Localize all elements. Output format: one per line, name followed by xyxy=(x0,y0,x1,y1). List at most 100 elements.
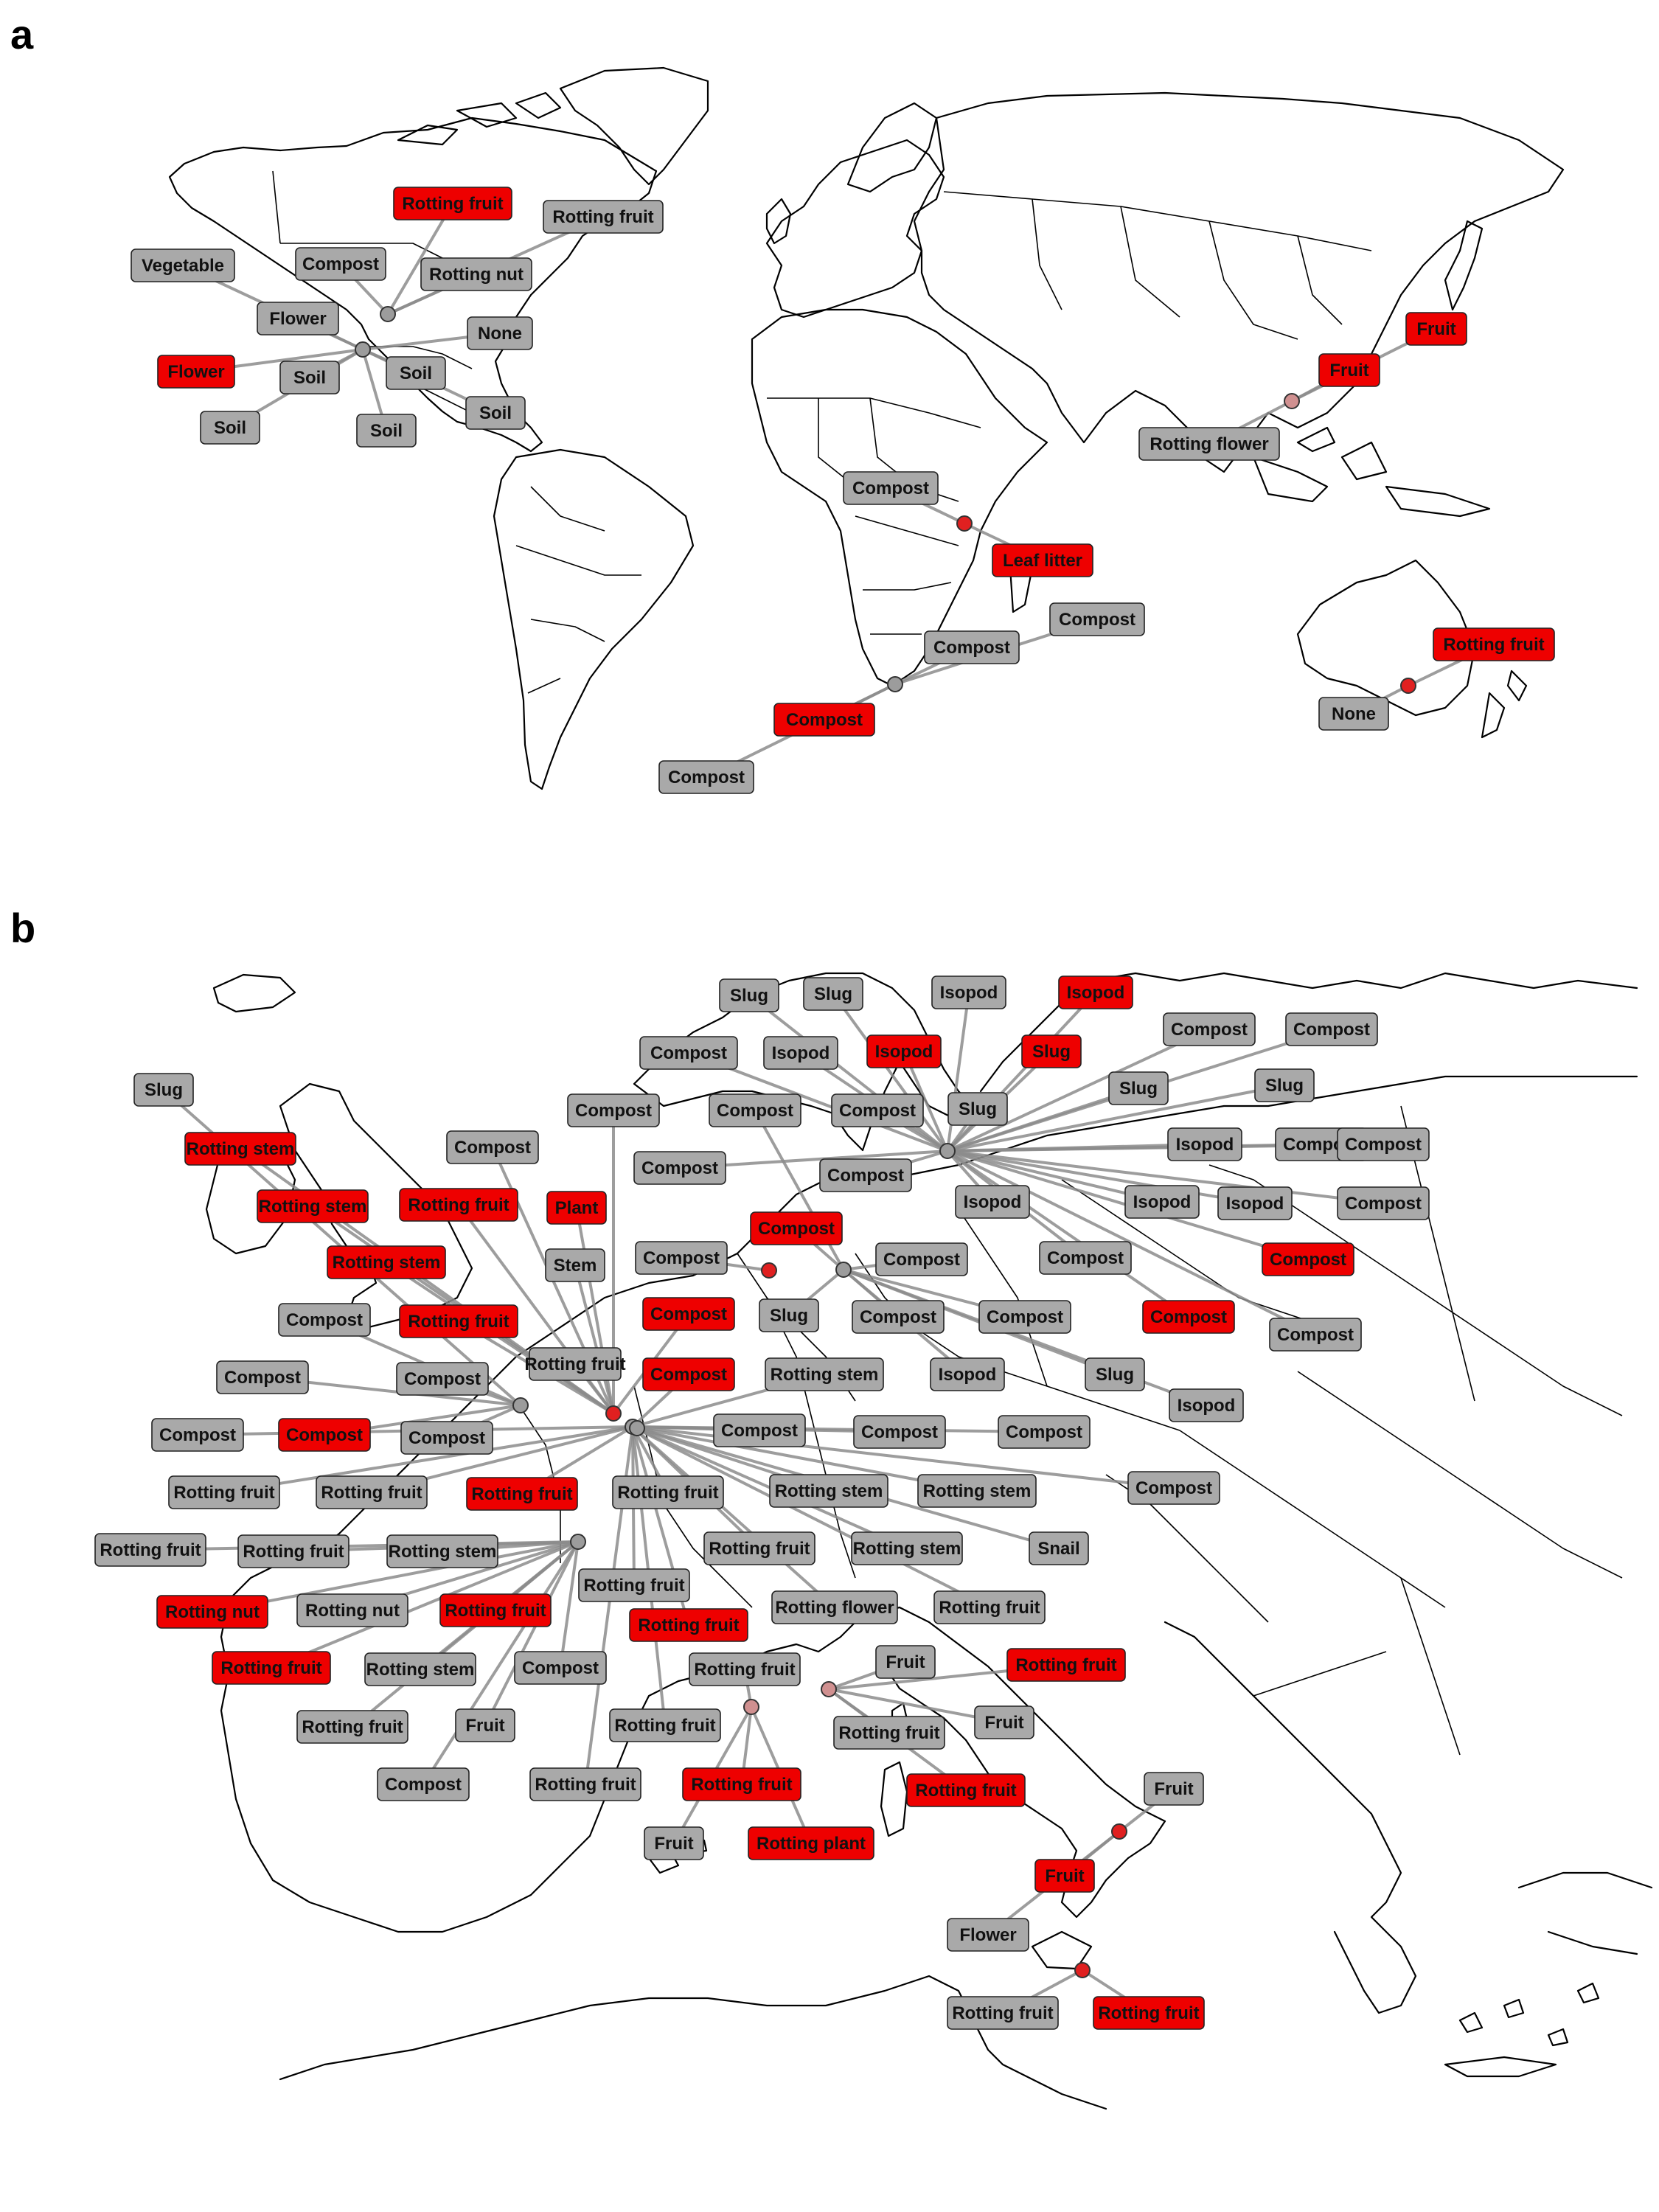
label-text: Rotting fruit xyxy=(838,1723,939,1743)
label-box xyxy=(168,1475,280,1509)
site-label: Compost xyxy=(924,630,1020,664)
label-text: Isopod xyxy=(940,983,998,1003)
label-box xyxy=(703,1531,815,1565)
label-box xyxy=(612,1475,724,1509)
site-label: Rotting plant xyxy=(748,1826,874,1860)
label-text: Leaf litter xyxy=(1003,551,1082,571)
panel-a-leaders xyxy=(182,202,1495,779)
label-text: Compost xyxy=(1135,1478,1212,1498)
greenland-outline xyxy=(559,66,709,186)
label-text: Compost xyxy=(454,1138,531,1158)
label-text: Slug xyxy=(959,1099,997,1119)
label-box xyxy=(1167,1127,1242,1161)
sampling-site-point xyxy=(887,676,903,692)
panel-a-letter: a xyxy=(10,11,34,58)
label-text: Rotting fruit xyxy=(583,1576,684,1596)
label-box xyxy=(635,1241,728,1275)
site-label: Rotting fruit xyxy=(212,1651,331,1685)
sampling-site-point xyxy=(821,1681,837,1697)
label-text: Rotting fruit xyxy=(535,1775,636,1795)
label-box xyxy=(1433,627,1555,661)
label-text: Flower xyxy=(167,362,224,382)
site-label: Slug xyxy=(947,1092,1008,1126)
label-box xyxy=(257,302,339,335)
site-label: Compost xyxy=(713,1413,806,1447)
site-label: Compost xyxy=(1163,1012,1256,1046)
label-text: Isopod xyxy=(964,1192,1022,1212)
label-box xyxy=(866,1034,942,1068)
sardinia-outline xyxy=(880,1761,908,1837)
label-text: Fruit xyxy=(1045,1866,1084,1886)
leader-line xyxy=(574,1265,615,1414)
label-text: Compost xyxy=(933,638,1010,658)
label-box xyxy=(1217,1186,1293,1220)
site-label: Isopod xyxy=(763,1036,838,1070)
label-text: Flower xyxy=(959,1925,1016,1945)
site-label: Rotting fruit xyxy=(629,1608,748,1642)
site-label: Compost xyxy=(1262,1242,1354,1276)
site-label: None xyxy=(467,316,533,350)
site-label: Rotting fruit xyxy=(906,1773,1026,1807)
sampling-site-point xyxy=(512,1397,529,1413)
site-label: Compost xyxy=(1337,1127,1430,1161)
label-text: Rotting fruit xyxy=(617,1483,718,1503)
label-box xyxy=(529,1347,622,1381)
label-box xyxy=(1006,1648,1126,1682)
label-text: Compost xyxy=(721,1421,798,1441)
label-box xyxy=(924,630,1020,664)
label-text: Rotting fruit xyxy=(694,1660,795,1680)
site-label: Rotting stem xyxy=(257,1189,369,1223)
label-text: Rotting stem xyxy=(187,1139,295,1159)
label-text: Rotting fruit xyxy=(952,2003,1053,2023)
site-label: Rotting fruit xyxy=(168,1475,280,1509)
site-label: Rotting fruit xyxy=(1433,627,1555,661)
site-label: Compost xyxy=(278,1418,371,1452)
label-box xyxy=(1124,1185,1200,1219)
label-text: Isopod xyxy=(772,1043,830,1063)
label-box xyxy=(931,975,1006,1009)
label-text: Rotting fruit xyxy=(408,1195,509,1215)
label-text: Rotting stem xyxy=(333,1253,441,1273)
site-label: Compost xyxy=(875,1242,968,1276)
label-box xyxy=(933,1590,1046,1624)
label-box xyxy=(327,1245,446,1279)
site-label: Compost xyxy=(446,1130,539,1164)
label-box xyxy=(1163,1012,1256,1046)
site-label: Compost xyxy=(1039,1241,1132,1275)
label-box xyxy=(200,411,260,445)
label-box xyxy=(1138,427,1280,461)
label-text: Rotting fruit xyxy=(243,1542,344,1562)
site-label: Rotting fruit xyxy=(947,1996,1059,2030)
label-text: Rotting fruit xyxy=(402,194,503,214)
site-label: Compost xyxy=(750,1211,843,1245)
label-text: Rotting fruit xyxy=(524,1354,625,1374)
site-label: Flower xyxy=(257,302,339,335)
site-label: Isopod xyxy=(931,975,1006,1009)
label-box xyxy=(642,1357,735,1391)
label-text: Isopod xyxy=(875,1042,933,1062)
sampling-site-point xyxy=(956,515,973,532)
site-label: Compost xyxy=(773,703,875,737)
label-text: Stem xyxy=(554,1256,597,1276)
asia-outline xyxy=(913,91,1565,473)
label-box xyxy=(629,1608,748,1642)
label-box xyxy=(578,1568,690,1602)
site-label: Rotting flower xyxy=(771,1590,898,1624)
label-box xyxy=(296,1710,408,1744)
label-text: Compost xyxy=(1171,1020,1248,1040)
label-text: Isopod xyxy=(1176,1135,1234,1155)
label-text: Fruit xyxy=(465,1716,504,1736)
label-box xyxy=(1144,1772,1204,1806)
asia-borders xyxy=(943,191,1372,340)
label-text: Soil xyxy=(479,403,512,423)
site-label: Compost xyxy=(709,1093,801,1127)
label-text: Compost xyxy=(786,710,863,730)
panel-b: b xyxy=(10,905,1653,2110)
label-text: Isopod xyxy=(1178,1396,1236,1416)
label-box xyxy=(609,1708,721,1742)
leader-line xyxy=(947,1150,1256,1205)
site-label: Compost xyxy=(819,1158,912,1192)
leader-line xyxy=(947,1028,1210,1152)
label-box xyxy=(157,355,235,389)
label-text: None xyxy=(478,324,522,344)
